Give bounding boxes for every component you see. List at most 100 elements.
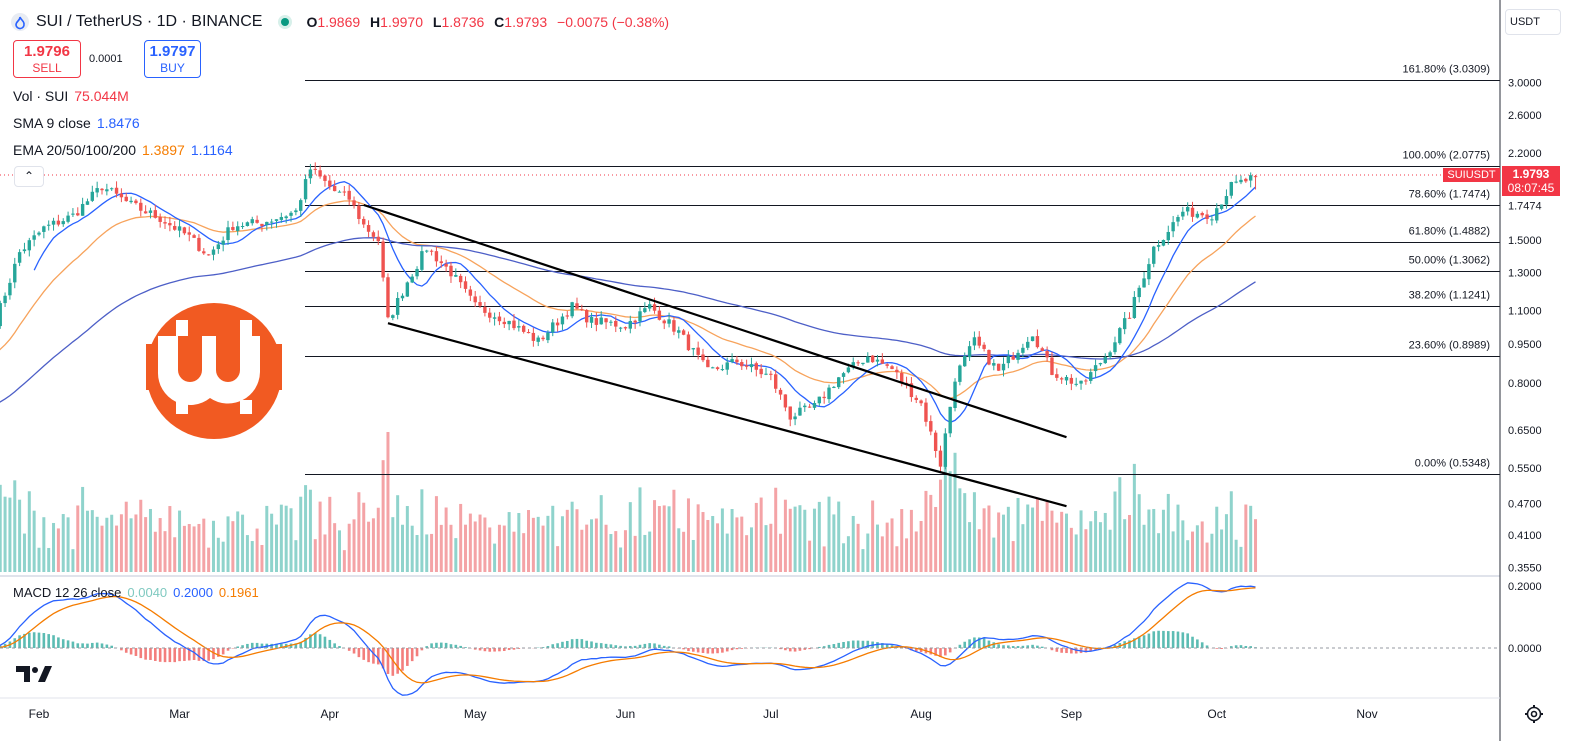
volume-bar bbox=[401, 524, 405, 572]
legend-sma[interactable]: SMA 9 close 1.8476 bbox=[13, 115, 140, 131]
volume-bar bbox=[657, 506, 661, 572]
volume-bar bbox=[202, 518, 206, 572]
macd-histogram-bar bbox=[914, 648, 918, 652]
candle bbox=[395, 292, 400, 320]
volume-bar bbox=[701, 512, 705, 572]
price-tick-label: 0.4700 bbox=[1508, 499, 1542, 511]
macd-histogram-bar bbox=[183, 648, 186, 661]
symbol-title[interactable]: SUI / TetherUS · 1D · BINANCE bbox=[36, 13, 263, 30]
macd-histogram-bar bbox=[483, 648, 487, 652]
volume-bar bbox=[875, 524, 879, 572]
volume-bar bbox=[1094, 511, 1098, 572]
macd-histogram-bar bbox=[696, 648, 700, 653]
candle bbox=[124, 192, 128, 202]
candle bbox=[51, 217, 56, 231]
trendlines[interactable] bbox=[363, 203, 1067, 508]
volume-bar bbox=[943, 456, 947, 572]
currency-select[interactable]: USDT bbox=[1505, 9, 1561, 35]
volume-bar bbox=[517, 513, 521, 572]
candle bbox=[1210, 214, 1214, 226]
candle bbox=[769, 370, 773, 381]
candle bbox=[366, 220, 371, 238]
fibonacci-retracement[interactable]: 161.80% (3.0309) 100.00% (2.0775) 78.60% (… bbox=[305, 64, 1500, 475]
time-axis[interactable]: Feb Mar Apr May Jun Jul Aug Sep Oct Nov bbox=[29, 707, 1378, 721]
volume-bar bbox=[798, 505, 802, 572]
legend-volume[interactable]: Vol · SUI 75.044M bbox=[13, 88, 129, 104]
volume-bar bbox=[764, 525, 768, 572]
volume-bar bbox=[536, 516, 540, 572]
candle bbox=[95, 181, 99, 198]
candle bbox=[269, 218, 274, 229]
buy-button[interactable]: 1.9797 BUY bbox=[144, 40, 201, 78]
volume-bar bbox=[1128, 514, 1132, 572]
macd-histogram-bar bbox=[154, 648, 157, 661]
candle bbox=[681, 328, 686, 336]
macd-histogram-bar bbox=[561, 641, 564, 648]
macd-histogram-bar bbox=[250, 642, 254, 648]
volume-bar bbox=[221, 541, 225, 572]
macd-histogram-bar bbox=[275, 643, 278, 648]
candle bbox=[85, 198, 90, 205]
macd-histogram-bar bbox=[149, 648, 152, 660]
candle bbox=[328, 175, 332, 190]
price-axis[interactable]: 3.0000 2.6000 2.2000 1.7474 1.5000 1.3000 1.10… bbox=[1508, 78, 1542, 575]
macd-histogram-bar bbox=[721, 648, 724, 653]
collapse-legend-button[interactable]: ⌃ bbox=[14, 166, 44, 187]
macd-histogram-bar bbox=[372, 648, 375, 664]
fib-level-label: 23.60% (0.8989) bbox=[1409, 340, 1490, 352]
macd-histogram-bar bbox=[881, 643, 884, 648]
candle bbox=[362, 216, 366, 228]
candle bbox=[187, 226, 191, 242]
macd-histogram-bar bbox=[740, 648, 744, 649]
volume-bar bbox=[982, 508, 986, 572]
macd-histogram-bar bbox=[1205, 645, 1209, 648]
macd-histogram-bar bbox=[464, 647, 467, 648]
volume-bar bbox=[148, 508, 152, 572]
legend-ema[interactable]: EMA 20/50/100/200 1.3897 1.1164 bbox=[13, 142, 233, 158]
candle bbox=[517, 319, 521, 332]
volume-bar bbox=[110, 514, 114, 572]
volume-bar bbox=[667, 506, 671, 572]
tradingview-logo-icon[interactable] bbox=[16, 664, 52, 684]
candle bbox=[1156, 240, 1161, 252]
candle bbox=[599, 311, 603, 325]
candle bbox=[575, 297, 579, 310]
candle bbox=[236, 221, 240, 236]
volume-bar bbox=[725, 533, 729, 572]
candle bbox=[158, 213, 162, 228]
volume-bar bbox=[1161, 509, 1165, 572]
candle bbox=[841, 371, 846, 384]
volume-bar bbox=[81, 486, 85, 572]
market-status-icon[interactable] bbox=[278, 15, 293, 29]
candle bbox=[764, 367, 768, 376]
macd-axis[interactable]: 0.2000 0.0000 bbox=[1508, 581, 1542, 655]
candle bbox=[1113, 336, 1117, 355]
macd-histogram-bar bbox=[546, 646, 550, 648]
candle bbox=[647, 299, 652, 312]
candle bbox=[880, 353, 885, 365]
macd-histogram-bar bbox=[415, 648, 419, 657]
volume-bar bbox=[774, 487, 778, 572]
candle bbox=[468, 285, 473, 302]
candle bbox=[1016, 349, 1020, 364]
volume-bar bbox=[953, 452, 957, 572]
volume-bar bbox=[420, 489, 424, 572]
time-tick-label: Jul bbox=[763, 707, 778, 721]
volume-bar bbox=[163, 531, 167, 572]
volume-bar bbox=[842, 543, 846, 572]
macd-histogram-bar bbox=[929, 648, 933, 655]
candle bbox=[1079, 380, 1083, 390]
macd-histogram-bar bbox=[885, 644, 889, 648]
candle bbox=[996, 363, 1001, 372]
macd-histogram-bar bbox=[478, 648, 482, 651]
sell-button[interactable]: 1.9796 SELL bbox=[13, 40, 81, 78]
candle bbox=[982, 342, 986, 352]
candle bbox=[80, 197, 85, 216]
candle bbox=[890, 364, 894, 370]
candle bbox=[1098, 362, 1103, 367]
gear-icon[interactable] bbox=[1524, 704, 1544, 724]
legend-macd[interactable]: MACD 12 26 close 0.0040 0.2000 0.1961 bbox=[13, 585, 259, 600]
volume-bar bbox=[653, 500, 657, 572]
candle bbox=[376, 230, 380, 246]
